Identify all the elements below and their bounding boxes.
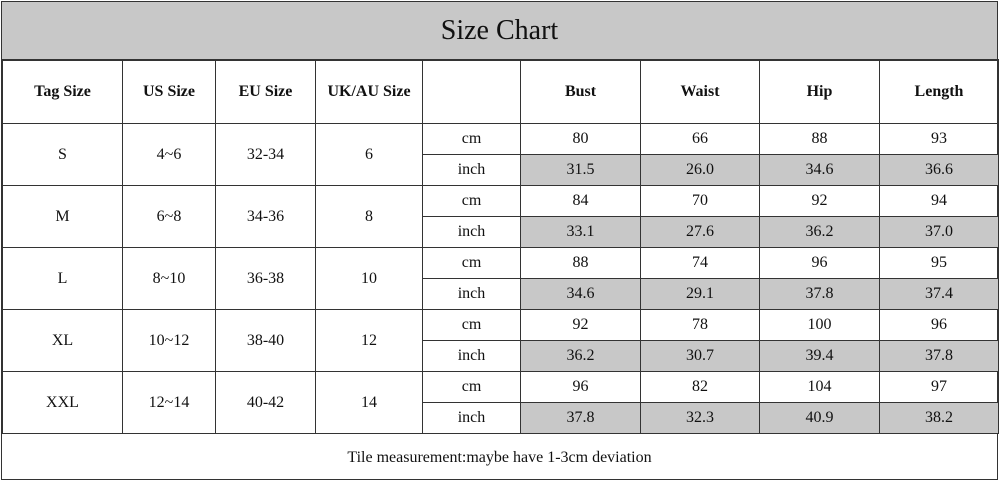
waist-cell: 74 <box>640 247 760 279</box>
us-size-cell: 6~8 <box>122 185 216 248</box>
table-row: M 6~8 34-36 8 cm 84 70 92 94 <box>2 185 999 248</box>
waist-cell: 32.3 <box>640 402 760 434</box>
table-row: S 4~6 32-34 6 cm 80 66 88 93 <box>2 123 999 186</box>
tag-size-cell: XXL <box>2 371 123 434</box>
table-row: XXL 12~14 40-42 14 cm 96 82 104 97 <box>2 371 999 434</box>
us-size-cell: 8~10 <box>122 247 216 310</box>
bust-cell: 33.1 <box>520 216 641 248</box>
waist-cell: 29.1 <box>640 278 760 310</box>
length-cell: 95 <box>879 247 999 279</box>
length-cell: 37.8 <box>879 340 999 372</box>
unit-cell: inch <box>422 154 521 186</box>
length-cell: 96 <box>879 309 999 341</box>
length-cell: 37.4 <box>879 278 999 310</box>
chart-title: Size Chart <box>2 2 997 61</box>
header-us-size: US Size <box>122 59 216 124</box>
header-tag-size: Tag Size <box>2 59 123 124</box>
unit-cell: cm <box>422 185 521 217</box>
bust-cell: 36.2 <box>520 340 641 372</box>
eu-size-cell: 36-38 <box>215 247 316 310</box>
waist-cell: 66 <box>640 123 760 155</box>
waist-cell: 70 <box>640 185 760 217</box>
hip-cell: 40.9 <box>759 402 880 434</box>
bust-cell: 31.5 <box>520 154 641 186</box>
unit-cell: cm <box>422 247 521 279</box>
waist-cell: 82 <box>640 371 760 403</box>
hip-cell: 36.2 <box>759 216 880 248</box>
unit-cell: inch <box>422 402 521 434</box>
bust-cell: 37.8 <box>520 402 641 434</box>
length-cell: 38.2 <box>879 402 999 434</box>
tag-size-cell: XL <box>2 309 123 372</box>
bust-cell: 80 <box>520 123 641 155</box>
hip-cell: 37.8 <box>759 278 880 310</box>
uk-size-cell: 6 <box>315 123 423 186</box>
hip-cell: 88 <box>759 123 880 155</box>
unit-cell: cm <box>422 309 521 341</box>
measurement-note: Tile measurement:maybe have 1-3cm deviat… <box>347 448 652 466</box>
hip-cell: 100 <box>759 309 880 341</box>
length-cell: 36.6 <box>879 154 999 186</box>
header-bust: Bust <box>520 59 641 124</box>
uk-size-cell: 14 <box>315 371 423 434</box>
unit-cell: cm <box>422 371 521 403</box>
length-cell: 97 <box>879 371 999 403</box>
hip-cell: 34.6 <box>759 154 880 186</box>
unit-cell: cm <box>422 123 521 155</box>
uk-size-cell: 10 <box>315 247 423 310</box>
header-row: Tag Size US Size EU Size UK/AU Size Bust… <box>2 59 999 124</box>
table-row: L 8~10 36-38 10 cm 88 74 96 95 <box>2 247 999 310</box>
eu-size-cell: 32-34 <box>215 123 316 186</box>
eu-size-cell: 38-40 <box>215 309 316 372</box>
eu-size-cell: 40-42 <box>215 371 316 434</box>
table-row: inch 31.5 26.0 34.6 36.6 <box>3 154 999 186</box>
header-hip: Hip <box>759 59 880 124</box>
header-waist: Waist <box>640 59 760 124</box>
header-unit <box>422 59 521 124</box>
eu-size-cell: 34-36 <box>215 185 316 248</box>
uk-size-cell: 12 <box>315 309 423 372</box>
hip-cell: 104 <box>759 371 880 403</box>
tag-size-cell: S <box>2 123 123 186</box>
waist-cell: 30.7 <box>640 340 760 372</box>
waist-cell: 78 <box>640 309 760 341</box>
header-length: Length <box>879 59 999 124</box>
header-uk-size: UK/AU Size <box>315 59 423 124</box>
waist-cell: 27.6 <box>640 216 760 248</box>
unit-cell: inch <box>422 278 521 310</box>
length-cell: 37.0 <box>879 216 999 248</box>
header-eu-size: EU Size <box>215 59 316 124</box>
length-cell: 93 <box>879 123 999 155</box>
length-cell: 94 <box>879 185 999 217</box>
uk-size-cell: 8 <box>315 185 423 248</box>
size-table: Tag Size US Size EU Size UK/AU Size Bust… <box>2 59 999 434</box>
bust-cell: 92 <box>520 309 641 341</box>
tag-size-cell: L <box>2 247 123 310</box>
tag-size-cell: M <box>2 185 123 248</box>
us-size-cell: 4~6 <box>122 123 216 186</box>
hip-cell: 92 <box>759 185 880 217</box>
hip-cell: 39.4 <box>759 340 880 372</box>
unit-cell: inch <box>422 216 521 248</box>
unit-cell: inch <box>422 340 521 372</box>
bust-cell: 84 <box>520 185 641 217</box>
us-size-cell: 12~14 <box>122 371 216 434</box>
bust-cell: 88 <box>520 247 641 279</box>
us-size-cell: 10~12 <box>122 309 216 372</box>
bust-cell: 34.6 <box>520 278 641 310</box>
bust-cell: 96 <box>520 371 641 403</box>
table-row: inch 33.1 27.6 36.2 37.0 <box>3 216 999 248</box>
table-row: inch 37.8 32.3 40.9 38.2 <box>3 402 999 434</box>
waist-cell: 26.0 <box>640 154 760 186</box>
table-row: XL 10~12 38-40 12 cm 92 78 100 96 <box>2 309 999 372</box>
hip-cell: 96 <box>759 247 880 279</box>
